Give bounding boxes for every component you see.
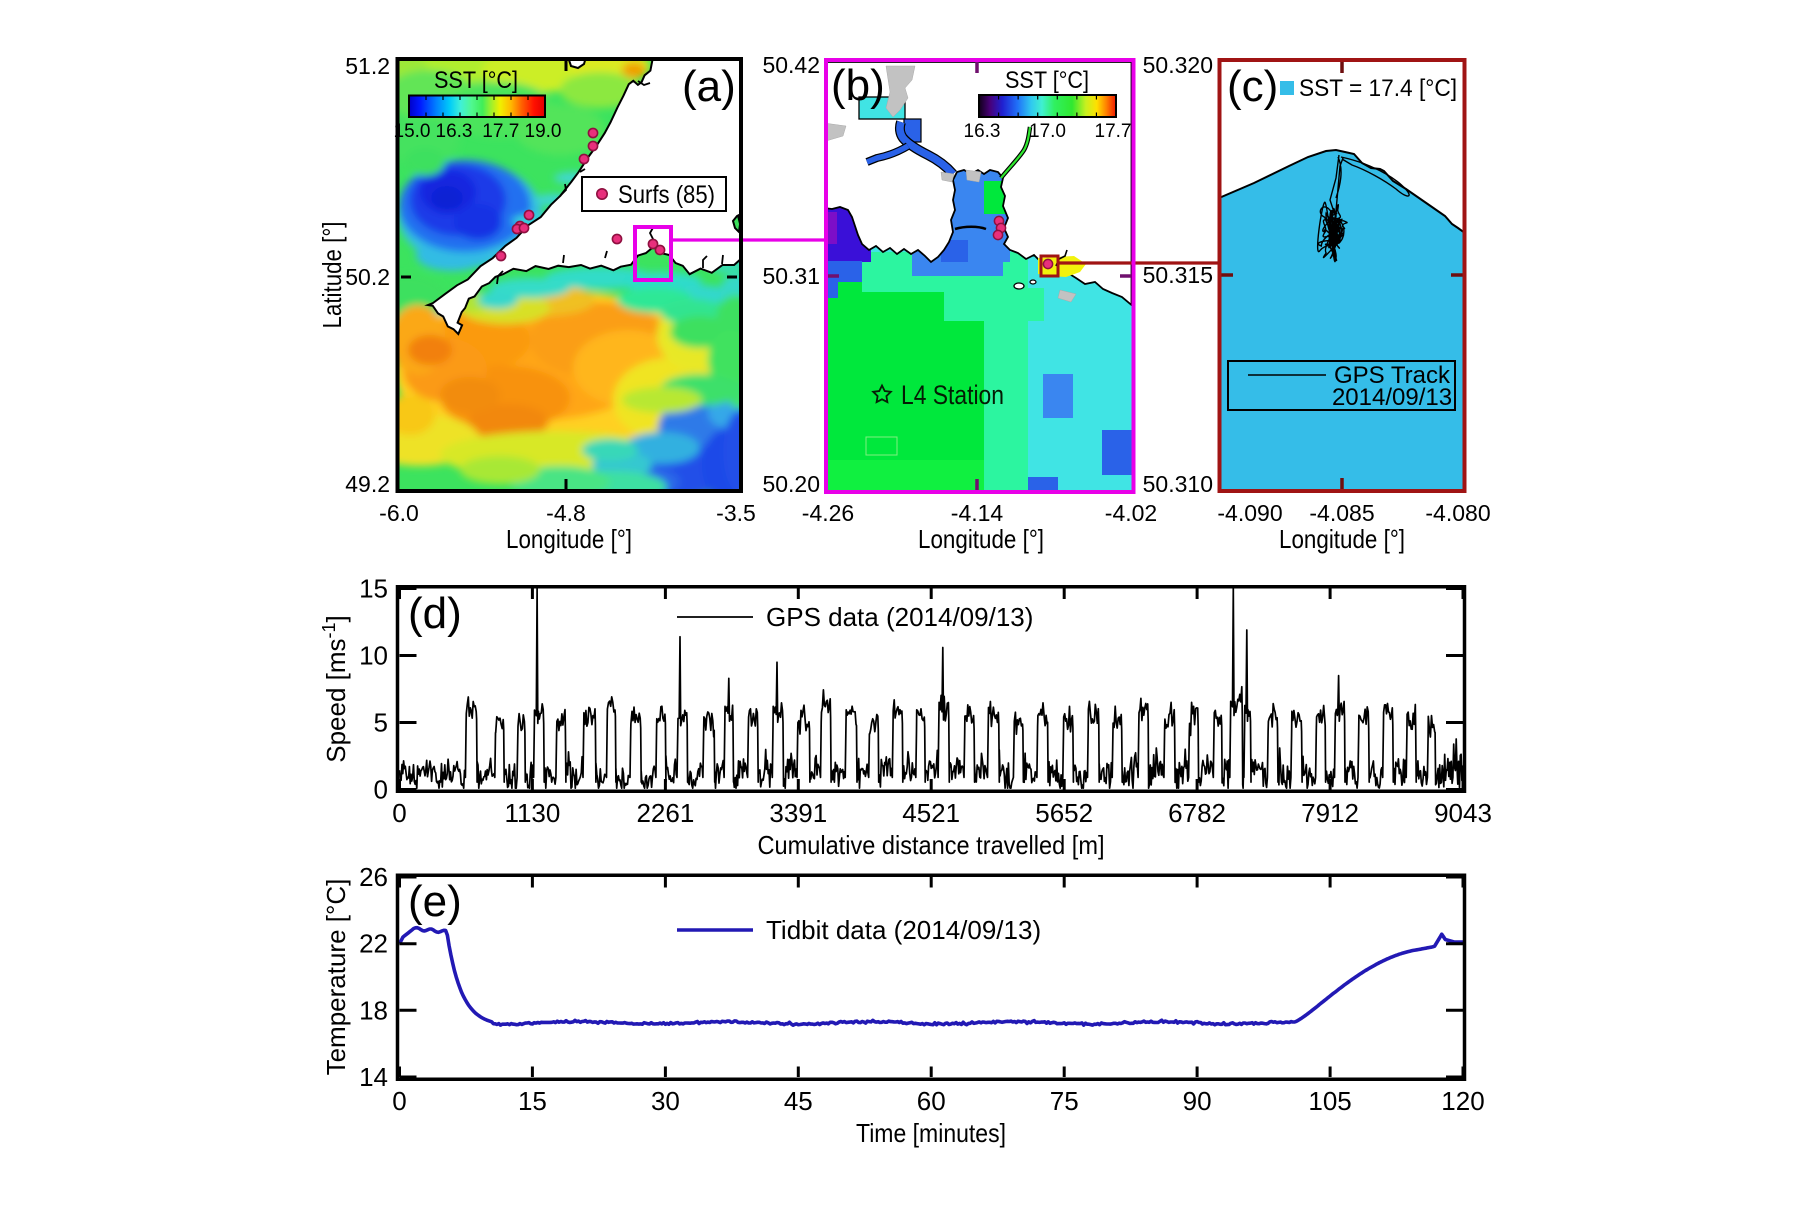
svg-text:50.320: 50.320 [1143, 52, 1213, 78]
svg-text:(a): (a) [682, 62, 736, 111]
svg-text:Longitude [°]: Longitude [°] [506, 524, 632, 554]
svg-text:16.3: 16.3 [964, 121, 1001, 142]
svg-text:Surfs (85): Surfs (85) [618, 181, 715, 209]
svg-text:45: 45 [784, 1086, 813, 1116]
svg-text:17.7: 17.7 [482, 121, 519, 142]
svg-text:60: 60 [917, 1086, 946, 1116]
svg-text:0: 0 [374, 775, 388, 805]
svg-text:Longitude [°]: Longitude [°] [918, 524, 1044, 554]
svg-text:(b): (b) [831, 61, 885, 110]
svg-text:-4.085: -4.085 [1309, 500, 1374, 526]
svg-text:15: 15 [359, 574, 388, 604]
svg-text:0: 0 [392, 1086, 406, 1116]
svg-text:Longitude [°]: Longitude [°] [1279, 524, 1405, 554]
svg-text:1130: 1130 [504, 798, 560, 828]
svg-text:17.7: 17.7 [1095, 121, 1132, 142]
svg-text:7912: 7912 [1301, 798, 1359, 828]
svg-text:-4.090: -4.090 [1217, 500, 1282, 526]
svg-text:-3.5: -3.5 [716, 500, 756, 526]
svg-text:5652: 5652 [1035, 798, 1093, 828]
svg-text:16.3: 16.3 [436, 121, 473, 142]
svg-text:50.42: 50.42 [762, 52, 820, 78]
svg-text:Temperature [°C]: Temperature [°C] [321, 879, 351, 1076]
svg-text:22: 22 [359, 929, 388, 959]
svg-text:L4 Station: L4 Station [901, 380, 1004, 410]
svg-text:2014/09/13: 2014/09/13 [1332, 384, 1452, 411]
svg-text:-4.02: -4.02 [1105, 500, 1157, 526]
svg-text:15.0: 15.0 [394, 121, 431, 142]
svg-text:17.0: 17.0 [1029, 121, 1066, 142]
svg-text:18: 18 [359, 995, 388, 1025]
svg-text:30: 30 [651, 1086, 680, 1116]
svg-text:SST [°C]: SST [°C] [1005, 67, 1089, 94]
svg-text:-4.14: -4.14 [951, 500, 1004, 526]
svg-text:(e): (e) [408, 877, 462, 926]
svg-text:19.0: 19.0 [525, 121, 562, 142]
svg-text:Latitude [°]: Latitude [°] [317, 222, 347, 329]
svg-text:Time [minutes]: Time [minutes] [856, 1118, 1006, 1148]
svg-text:(c): (c) [1227, 62, 1278, 111]
svg-text:50.315: 50.315 [1143, 262, 1213, 288]
svg-text:105: 105 [1308, 1086, 1351, 1116]
svg-text:6782: 6782 [1168, 798, 1226, 828]
svg-text:26: 26 [359, 862, 388, 892]
svg-text:2261: 2261 [636, 798, 694, 828]
svg-text:(d): (d) [408, 589, 462, 638]
svg-text:0: 0 [392, 798, 406, 828]
svg-text:SST [°C]: SST [°C] [434, 67, 518, 94]
svg-text:Cumulative distance travelled: Cumulative distance travelled [m] [758, 830, 1105, 860]
svg-text:GPS Track: GPS Track [1334, 362, 1451, 389]
svg-text:-6.0: -6.0 [379, 500, 419, 526]
svg-text:Tidbit data (2014/09/13): Tidbit data (2014/09/13) [766, 915, 1041, 945]
svg-text:3391: 3391 [769, 798, 827, 828]
svg-text:50.310: 50.310 [1143, 471, 1213, 497]
svg-text:9043: 9043 [1434, 798, 1492, 828]
svg-text:-4.26: -4.26 [802, 500, 854, 526]
svg-text:120: 120 [1441, 1086, 1484, 1116]
svg-text:-4.8: -4.8 [546, 500, 586, 526]
svg-text:4521: 4521 [902, 798, 960, 828]
svg-text:90: 90 [1183, 1086, 1212, 1116]
svg-text:50.2: 50.2 [345, 264, 390, 290]
svg-text:-4.080: -4.080 [1425, 500, 1490, 526]
svg-text:50.20: 50.20 [762, 471, 820, 497]
svg-text:51.2: 51.2 [345, 53, 390, 79]
svg-text:Speed [ms-1]: Speed [ms-1] [319, 615, 351, 763]
svg-text:75: 75 [1050, 1086, 1079, 1116]
svg-text:49.2: 49.2 [345, 471, 390, 497]
svg-text:10: 10 [359, 641, 388, 671]
svg-text:14: 14 [359, 1062, 388, 1092]
svg-text:GPS data (2014/09/13): GPS data (2014/09/13) [766, 602, 1033, 632]
svg-text:5: 5 [374, 708, 388, 738]
svg-text:15: 15 [518, 1086, 547, 1116]
svg-text:50.31: 50.31 [762, 263, 820, 289]
svg-text:SST = 17.4 [°C]: SST = 17.4 [°C] [1299, 75, 1457, 102]
